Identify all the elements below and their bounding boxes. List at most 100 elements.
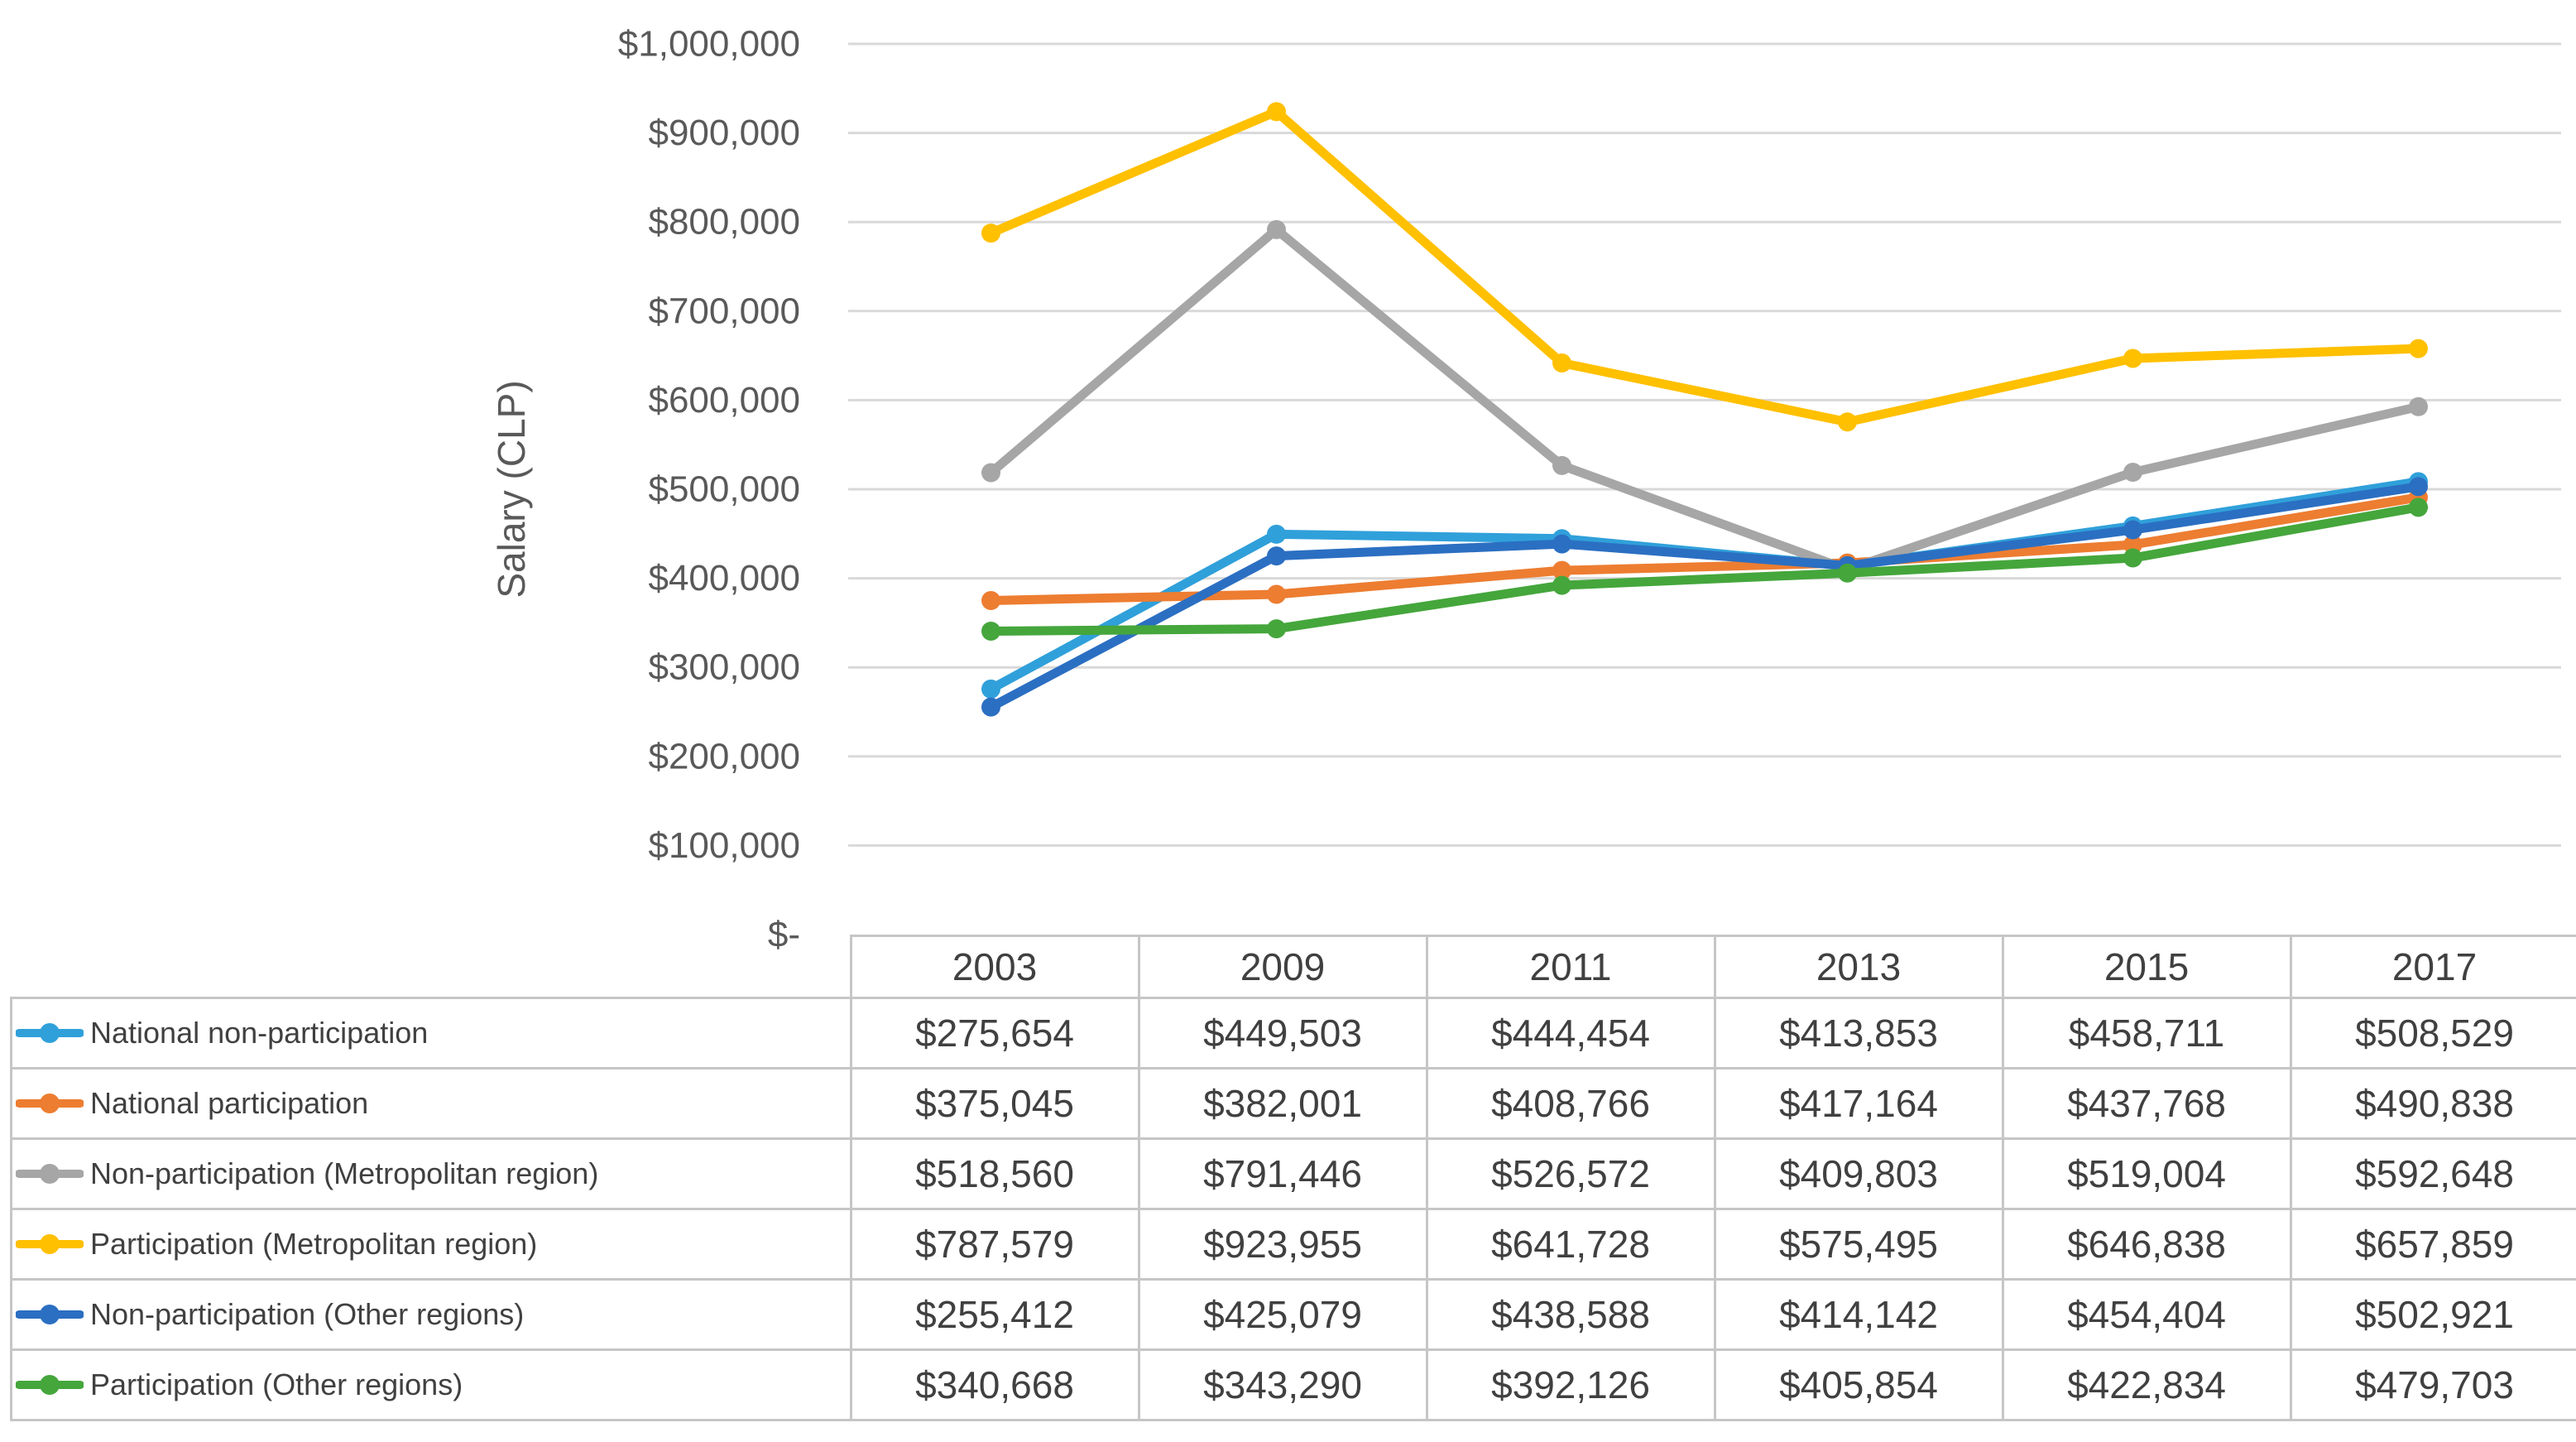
data-point-non-participation-other-regions-2011 (1552, 534, 1571, 554)
value-cell-participation-metropolitan-region-2011: $641,728 (1425, 1208, 1716, 1281)
series-label: National participation (90, 1086, 369, 1120)
data-point-national-non-participation-2009 (1267, 524, 1286, 544)
table-row-national-participation: National participation $375,045 $382,001 $4… (10, 1067, 2576, 1140)
data-point-national-participation-2011 (1552, 560, 1571, 580)
data-point-participation-metropolitan-region-2017 (2409, 339, 2428, 358)
legend-entry: National non-participation (13, 1014, 848, 1052)
y-tick-label: $600,000 (648, 380, 800, 421)
series-line-participation-other-regions (986, 502, 2423, 636)
series-legend-cell: National participation (10, 1067, 852, 1140)
gridlines (848, 42, 2561, 847)
y-tick-label: $500,000 (648, 469, 800, 510)
data-point-participation-metropolitan-region-2015 (2123, 348, 2142, 368)
data-point-participation-other-regions-2009 (1267, 619, 1286, 639)
series-legend-cell: Non-participation (Other regions) (10, 1278, 852, 1351)
series-label: Participation (Metropolitan region) (90, 1227, 538, 1261)
value-cell-national-participation-2013: $417,164 (1713, 1067, 2004, 1140)
data-point-non-participation-metropolitan-region-2015 (2123, 463, 2142, 483)
value-cell-national-non-participation-2009: $449,503 (1137, 997, 1428, 1069)
data-point-national-participation-2003 (981, 590, 1000, 610)
value-cell-non-participation-other-regions-2013: $414,142 (1713, 1278, 2004, 1351)
y-tick-label: $900,000 (648, 113, 800, 153)
data-point-non-participation-other-regions-2009 (1267, 546, 1286, 566)
value-cell-non-participation-other-regions-2009: $425,079 (1137, 1278, 1428, 1351)
year-header-cell: 2015 (2001, 935, 2292, 999)
y-tick-label: $200,000 (648, 736, 800, 776)
y-tick-label: $700,000 (648, 291, 800, 331)
year-header-cell: 2011 (1425, 935, 1716, 999)
value-cell-non-participation-metropolitan-region-2015: $519,004 (2001, 1137, 2292, 1210)
data-point-national-non-participation-2003 (981, 679, 1000, 699)
value-cell-non-participation-metropolitan-region-2017: $592,648 (2289, 1137, 2576, 1210)
series-label: National non-participation (90, 1016, 429, 1050)
legend-entry: Participation (Metropolitan region) (13, 1225, 848, 1263)
table-row-participation-other-regions: Participation (Other regions) $340,668 $34… (10, 1348, 2576, 1421)
series-legend-cell: Participation (Metropolitan region) (10, 1208, 852, 1281)
y-axis-tick-labels: $1,000,000 $900,000 $800,000 $700,000 $600,0… (618, 24, 800, 955)
value-cell-non-participation-metropolitan-region-2011: $526,572 (1425, 1137, 1716, 1210)
value-cell-national-participation-2017: $490,838 (2289, 1067, 2576, 1140)
value-cell-national-non-participation-2015: $458,711 (2001, 997, 2292, 1069)
value-cell-participation-other-regions-2017: $479,703 (2289, 1348, 2576, 1421)
data-point-national-participation-2009 (1267, 584, 1286, 604)
data-point-participation-other-regions-2011 (1552, 575, 1571, 595)
value-cell-non-participation-other-regions-2015: $454,404 (2001, 1278, 2292, 1351)
value-cell-national-non-participation-2011: $444,454 (1425, 997, 1716, 1069)
series-line-non-participation-metropolitan-region (986, 224, 2423, 574)
data-point-non-participation-other-regions-2015 (2123, 520, 2142, 540)
value-cell-participation-metropolitan-region-2009: $923,955 (1137, 1208, 1428, 1281)
data-point-participation-other-regions-2017 (2409, 497, 2428, 517)
y-axis-title: Salary (CLP) (490, 380, 533, 598)
data-point-non-participation-other-regions-2003 (981, 697, 1000, 717)
legend-key-icon (16, 1234, 84, 1254)
value-cell-national-participation-2011: $408,766 (1425, 1067, 1716, 1140)
year-header-cell: 2013 (1713, 935, 2004, 999)
data-point-participation-other-regions-2003 (981, 621, 1000, 641)
data-point-participation-other-regions-2015 (2123, 548, 2142, 568)
value-cell-non-participation-other-regions-2003: $255,412 (849, 1278, 1140, 1351)
data-point-non-participation-metropolitan-region-2017 (2409, 397, 2428, 416)
value-cell-participation-other-regions-2003: $340,668 (849, 1348, 1140, 1421)
data-point-non-participation-metropolitan-region-2003 (981, 463, 1000, 483)
data-table: 2003 2009 2011 2013 2015 2017 National non-par… (10, 935, 2576, 1421)
table-row-national-non-participation: National non-participation $275,654 $449,5… (10, 997, 2576, 1069)
legend-key-icon (16, 1375, 84, 1395)
legend-entry: National participation (13, 1084, 848, 1122)
series-legend-cell: Non-participation (Metropolitan region) (10, 1137, 852, 1210)
year-header-cell: 2003 (849, 935, 1140, 999)
year-header-cell: 2009 (1137, 935, 1428, 999)
legend-entry: Participation (Other regions) (13, 1366, 848, 1404)
series-legend-cell: National non-participation (10, 997, 852, 1069)
series-line-non-participation-other-regions (986, 482, 2423, 712)
series-label: Non-participation (Other regions) (90, 1297, 525, 1331)
data-point-participation-metropolitan-region-2003 (981, 224, 1000, 243)
y-tick-label: $300,000 (648, 647, 800, 688)
value-cell-non-participation-metropolitan-region-2009: $791,446 (1137, 1137, 1428, 1210)
value-cell-national-participation-2003: $375,045 (849, 1067, 1140, 1140)
value-cell-participation-metropolitan-region-2015: $646,838 (2001, 1208, 2292, 1281)
data-table-wrap: 2003 2009 2011 2013 2015 2017 National non-par… (10, 935, 2576, 1421)
legend-key-icon (16, 1094, 84, 1113)
y-tick-label: $800,000 (648, 202, 800, 243)
table-corner-cell (12, 936, 851, 998)
legend-key-icon (16, 1305, 84, 1324)
series-line-national-participation (986, 493, 2423, 605)
value-cell-participation-metropolitan-region-2013: $575,495 (1713, 1208, 2004, 1281)
value-cell-participation-other-regions-2015: $422,834 (2001, 1348, 2292, 1421)
series-group (981, 102, 2428, 717)
value-cell-national-non-participation-2013: $413,853 (1713, 997, 2004, 1069)
value-cell-participation-metropolitan-region-2003: $787,579 (849, 1208, 1140, 1281)
value-cell-national-participation-2009: $382,001 (1137, 1067, 1428, 1140)
data-point-participation-other-regions-2013 (1838, 563, 1857, 583)
value-cell-participation-other-regions-2009: $343,290 (1137, 1348, 1428, 1421)
table-row-participation-metropolitan-region: Participation (Metropolitan region) $787,… (10, 1208, 2576, 1281)
series-legend-cell: Participation (Other regions) (10, 1348, 852, 1421)
value-cell-non-participation-metropolitan-region-2003: $518,560 (849, 1137, 1140, 1210)
series-label: Non-participation (Metropolitan region) (90, 1156, 599, 1190)
legend-entry: Non-participation (Other regions) (13, 1295, 848, 1334)
value-cell-national-non-participation-2017: $508,529 (2289, 997, 2576, 1069)
data-point-non-participation-other-regions-2017 (2409, 477, 2428, 497)
value-cell-participation-other-regions-2013: $405,854 (1713, 1348, 2004, 1421)
